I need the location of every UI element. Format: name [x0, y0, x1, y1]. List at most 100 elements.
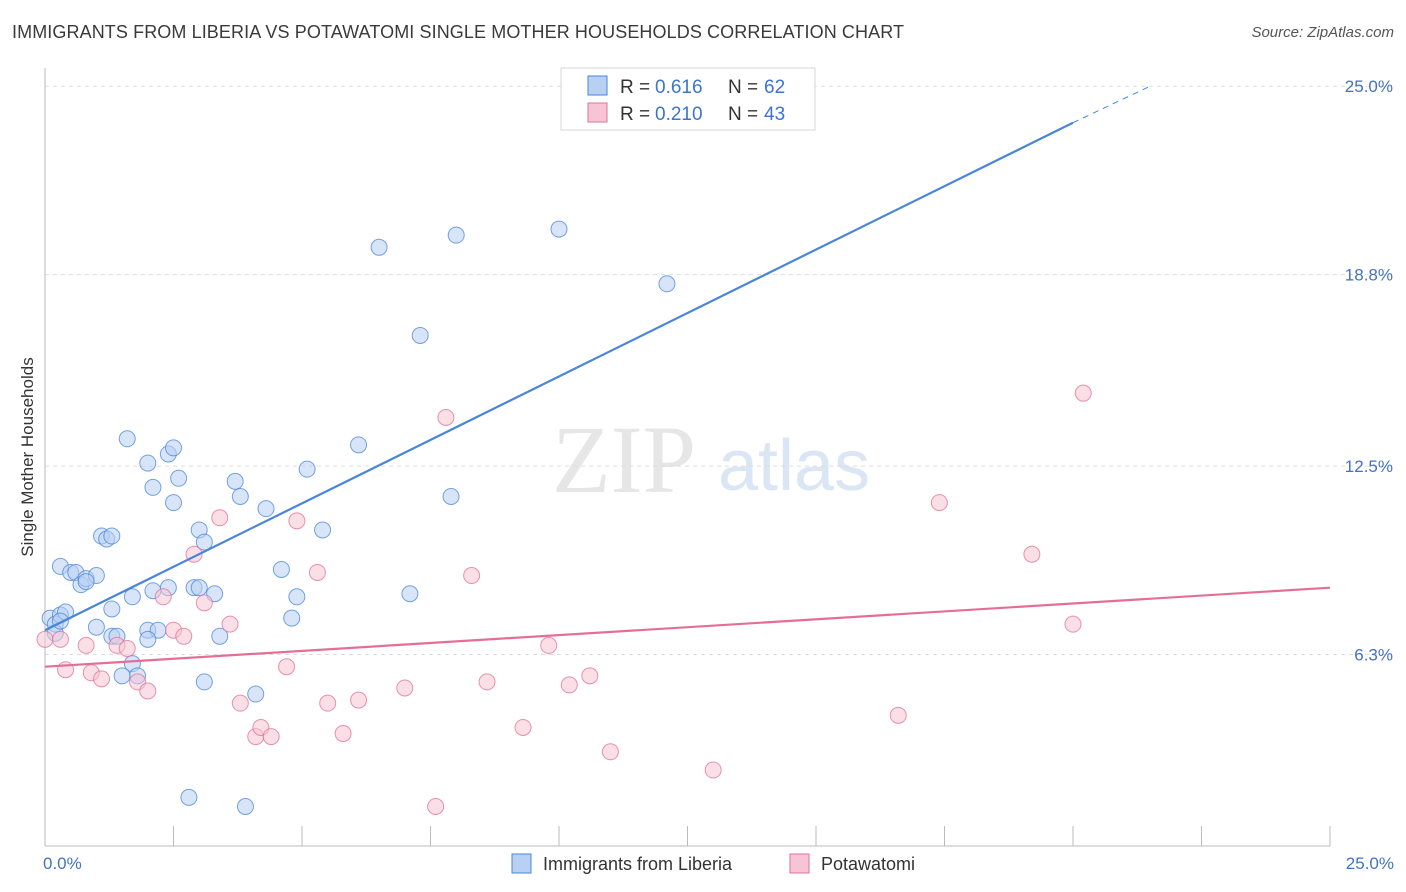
potawatomi-point	[1074, 384, 1092, 402]
liberia-point	[370, 238, 388, 256]
liberia-point	[180, 788, 198, 806]
series-liberia-points	[41, 220, 676, 815]
potawatomi-point	[211, 509, 229, 527]
potawatomi-point	[1064, 615, 1082, 633]
liberia-point	[231, 488, 249, 506]
potawatomi-point	[560, 676, 578, 694]
bottom-legend-swatch-potawatomi	[789, 853, 810, 874]
liberia-point	[139, 630, 157, 648]
liberia-point	[144, 478, 162, 496]
liberia-trend-line	[44, 121, 1074, 632]
liberia-point	[195, 673, 213, 691]
liberia-point	[411, 326, 429, 344]
liberia-point	[165, 494, 182, 512]
liberia-point	[211, 627, 229, 645]
liberia-point	[103, 600, 121, 618]
potawatomi-point	[601, 743, 619, 761]
liberia-point	[442, 488, 460, 506]
liberia-point	[165, 439, 182, 457]
liberia-point	[401, 585, 419, 603]
potawatomi-point	[195, 594, 213, 612]
potawatomi-point	[93, 670, 111, 688]
liberia-point	[298, 460, 316, 478]
liberia-point	[257, 500, 275, 518]
legend-r-value-2: 0.210	[655, 104, 703, 125]
y-axis-label: Single Mother Households	[18, 357, 37, 556]
bottom-legend-swatch-liberia	[511, 853, 532, 874]
y-tick-label: 18.8%	[1345, 266, 1393, 285]
potawatomi-point	[175, 627, 193, 645]
y-tick-label: 6.3%	[1354, 646, 1393, 665]
grid-lines	[45, 85, 1392, 656]
x-axis-ticks	[44, 826, 1331, 846]
potawatomi-point	[478, 673, 496, 691]
potawatomi-point	[278, 658, 296, 676]
legend-r-label-1: R =	[620, 77, 650, 98]
potawatomi-point	[262, 728, 280, 746]
potawatomi-point	[334, 725, 352, 743]
potawatomi-point	[889, 706, 907, 724]
potawatomi-point	[288, 512, 306, 530]
liberia-point	[283, 609, 301, 627]
liberia-point	[314, 521, 332, 539]
source-credit: Source: ZipAtlas.com	[1251, 24, 1394, 41]
potawatomi-point	[540, 636, 558, 654]
legend-r-label-2: R =	[620, 104, 650, 125]
liberia-point	[190, 579, 208, 597]
potawatomi-point	[427, 797, 445, 815]
bottom-legend-label-liberia: Immigrants from Liberia	[543, 854, 733, 874]
series-potawatomi-points	[36, 384, 1092, 815]
liberia-point	[77, 573, 95, 591]
trend-lines	[44, 85, 1331, 668]
liberia-point	[123, 588, 141, 606]
y-tick-label: 25.0%	[1345, 77, 1393, 96]
potawatomi-point	[36, 630, 54, 648]
liberia-point	[113, 667, 131, 685]
potawatomi-trend-line	[44, 586, 1331, 668]
liberia-point	[658, 275, 676, 293]
legend-swatch-potawatomi	[587, 102, 608, 123]
liberia-point	[236, 797, 254, 815]
potawatomi-point	[231, 694, 249, 712]
liberia-point	[247, 685, 265, 703]
legend-r-value-1: 0.616	[655, 77, 703, 98]
liberia-point	[87, 618, 105, 636]
liberia-trend-extension	[1072, 85, 1151, 124]
y-tick-label: 12.5%	[1345, 457, 1393, 476]
correlation-legend: R = 0.616 N = 62 R = 0.210 N = 43	[560, 67, 816, 131]
legend-swatch-liberia	[587, 75, 608, 96]
potawatomi-point	[704, 761, 722, 779]
potawatomi-point	[514, 718, 532, 736]
liberia-point	[226, 472, 244, 490]
potawatomi-point	[930, 494, 948, 512]
legend-n-value-1: 62	[764, 77, 785, 98]
bottom-legend-label-potawatomi: Potawatomi	[821, 854, 915, 874]
potawatomi-point	[437, 408, 455, 426]
potawatomi-point	[77, 636, 95, 654]
x-tick-label-max: 25.0%	[1346, 854, 1394, 873]
potawatomi-point	[396, 679, 414, 697]
potawatomi-point	[1023, 545, 1041, 563]
liberia-point	[51, 612, 69, 630]
liberia-point	[118, 430, 136, 448]
potawatomi-point	[581, 667, 599, 685]
liberia-point	[139, 454, 157, 472]
potawatomi-point	[118, 639, 136, 657]
liberia-point	[170, 469, 188, 487]
chart-title: IMMIGRANTS FROM LIBERIA VS POTAWATOMI SI…	[12, 22, 905, 42]
x-tick-label-min: 0.0%	[43, 854, 82, 873]
liberia-point	[288, 588, 306, 606]
legend-n-value-2: 43	[764, 104, 785, 125]
potawatomi-point	[221, 615, 239, 633]
potawatomi-point	[139, 682, 157, 700]
legend-n-label-1: N =	[728, 77, 758, 98]
watermark-zip: ZIP	[552, 406, 696, 513]
potawatomi-point	[350, 691, 368, 709]
liberia-point	[272, 560, 290, 578]
liberia-point	[350, 436, 368, 454]
potawatomi-point	[308, 563, 326, 581]
liberia-point	[103, 527, 121, 545]
liberia-point	[447, 226, 465, 244]
potawatomi-point	[463, 567, 481, 585]
